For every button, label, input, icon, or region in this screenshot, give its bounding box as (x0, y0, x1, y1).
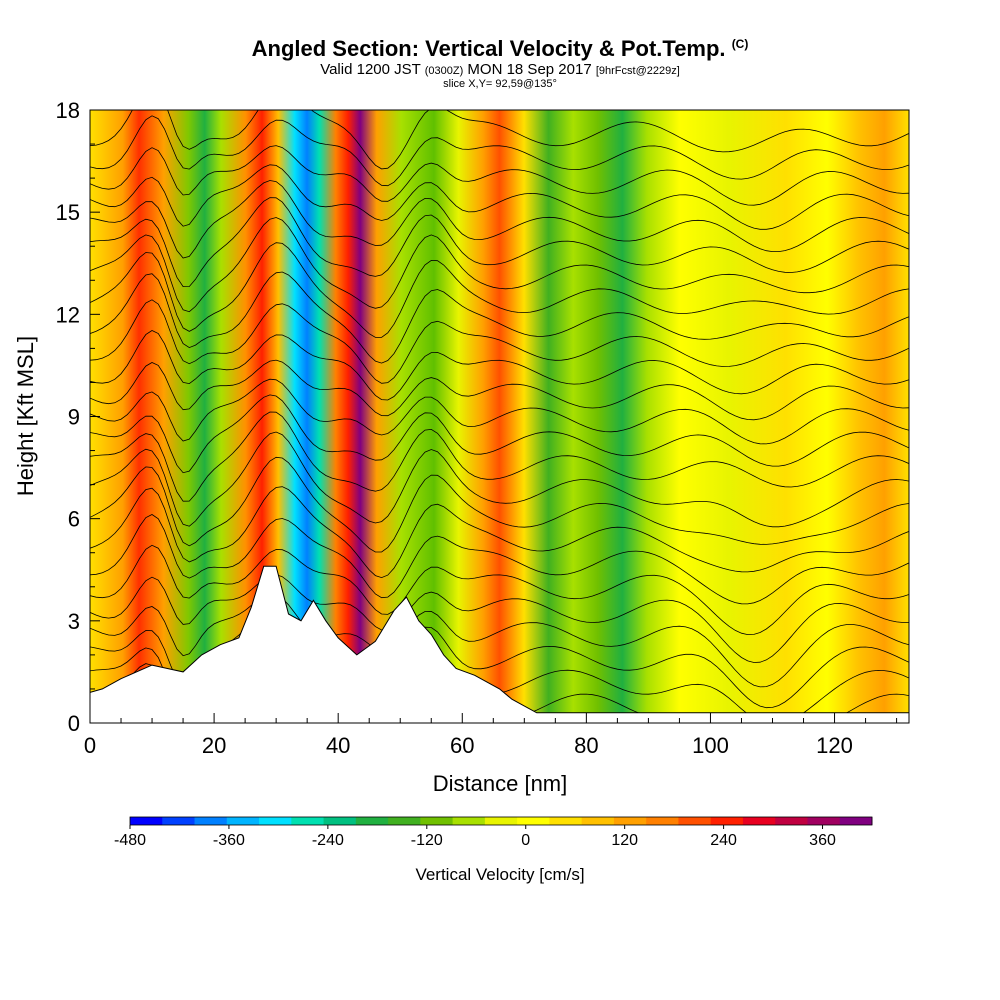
x-tick-label: 60 (450, 733, 474, 758)
x-tick-label: 40 (326, 733, 350, 758)
colorbar-swatch (388, 817, 421, 825)
isentrope-line (90, 271, 909, 364)
colorbar-tick-label: -360 (213, 832, 245, 849)
colorbar-swatch (742, 817, 776, 825)
chart-subtitle-valid-time: Valid 1200 JST (0300Z) MON 18 Sep 2017 [… (320, 61, 680, 78)
isentrope-line (90, 115, 909, 187)
colorbar-tick-label: 0 (521, 832, 530, 849)
isentrope-line (90, 514, 909, 605)
colorbar-tick-label: 360 (809, 832, 836, 849)
x-tick-label: 0 (84, 733, 96, 758)
y-tick-label: 12 (56, 302, 80, 327)
colorbar-swatch (549, 817, 583, 825)
plot-area (90, 110, 909, 723)
isentrope-line (90, 486, 909, 579)
isentrope-line (90, 456, 909, 553)
isentrope-line (90, 544, 909, 636)
y-tick-label: 3 (68, 609, 80, 634)
x-axis: 0 20 40 60 80 100 120 (84, 713, 898, 758)
title-unit: (C) (731, 37, 749, 51)
y-axis: 0 3 6 9 12 15 18 (56, 98, 100, 736)
x-axis-title: Distance [nm] (433, 771, 568, 796)
isentrope-line (90, 411, 909, 502)
colorbar-tick-label: -480 (114, 832, 146, 849)
colorbar-tick-label: 120 (611, 832, 638, 849)
colorbar-swatch (162, 817, 196, 825)
x-tick-label: 20 (202, 733, 226, 758)
isentrope-line (90, 197, 909, 288)
colorbar-swatch (130, 817, 163, 825)
chart-title: Angled Section: Vertical Velocity & Pot.… (251, 36, 749, 61)
y-tick-label: 18 (56, 98, 80, 123)
y-tick-label: 15 (56, 200, 80, 225)
y-axis-title: Height [Kft MSL] (13, 336, 38, 496)
colorbar-swatch (775, 817, 808, 825)
colorbar-swatch (484, 817, 518, 825)
x-tick-label: 80 (574, 733, 598, 758)
x-tick-label: 100 (692, 733, 729, 758)
colorbar-swatch (355, 817, 389, 825)
isentrope-line (90, 394, 909, 474)
isentrope-line (90, 110, 909, 170)
colorbar-swatch (226, 817, 260, 825)
colorbar-swatch (807, 817, 841, 825)
colorbar-swatch (678, 817, 712, 825)
colorbar-swatch (710, 817, 744, 825)
colorbar-swatch (517, 817, 550, 825)
colorbar-title: Vertical Velocity [cm/s] (415, 865, 584, 884)
isentrope-line (90, 217, 909, 313)
colorbar-swatch (420, 817, 454, 825)
isentrope-line (90, 359, 909, 421)
colorbar-tick-label: -120 (411, 832, 443, 849)
colorbar-swatch (581, 817, 615, 825)
isentrope-line (90, 242, 909, 338)
isentrope-line (90, 574, 909, 663)
chart-slice-info: slice X,Y= 92,59@135° (443, 78, 557, 90)
colorbar-swatch (291, 817, 325, 825)
terrain-profile (90, 565, 909, 723)
colorbar-swatch (259, 817, 292, 825)
colorbar-swatch (194, 817, 228, 825)
y-tick-label: 6 (68, 507, 80, 532)
isentrope-line (90, 593, 909, 688)
colorbar-tick-label: 240 (710, 832, 737, 849)
isentrope-line (90, 145, 909, 206)
isentrope-line (90, 180, 909, 259)
colorbar-frame (129, 816, 873, 826)
y-tick-label: 0 (68, 711, 80, 736)
colorbar-swatch (323, 817, 357, 825)
isentrope-line (90, 431, 909, 528)
colorbar-tick-label: -240 (312, 832, 344, 849)
isentrope-line (90, 164, 909, 230)
colorbar-swatch (613, 817, 647, 825)
colorbar-swatch (646, 817, 679, 825)
isentrope-line (90, 378, 909, 445)
isentrope-line (90, 299, 909, 384)
x-tick-label: 120 (816, 733, 853, 758)
colorbar: -480 -360 -240 -120 0 120 240 360 (114, 816, 873, 849)
colorbar-swatch (452, 817, 486, 825)
isentrope-line (90, 330, 909, 401)
colorbar-swatch (839, 817, 873, 825)
y-tick-label: 9 (68, 405, 80, 430)
